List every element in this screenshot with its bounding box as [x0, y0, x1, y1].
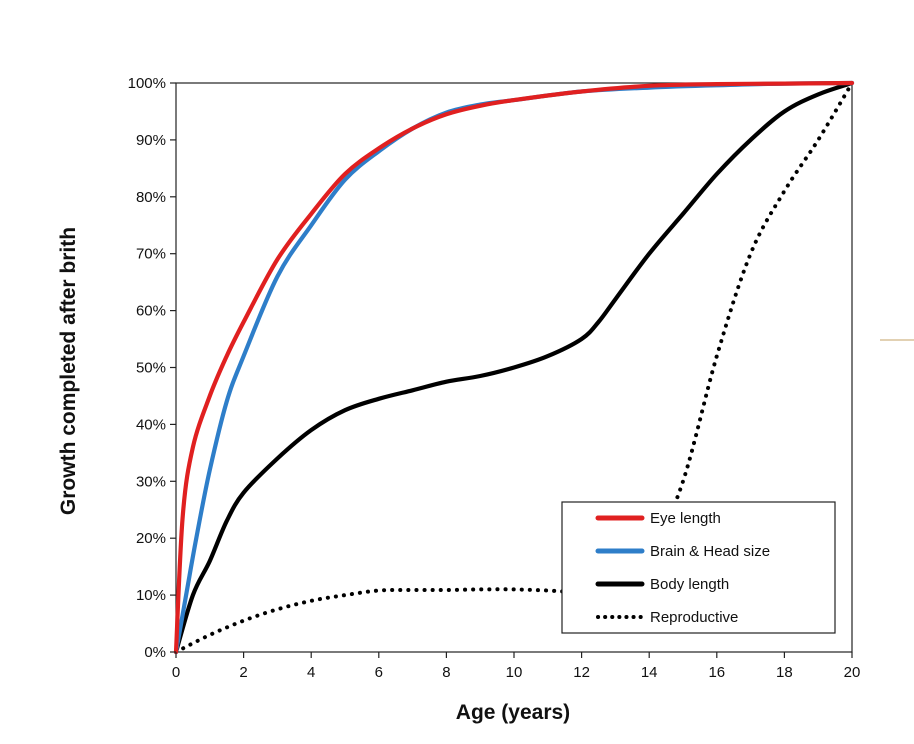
series-line-reproductive — [174, 81, 854, 654]
axes-layer: 0% 10% 20% 30% 40% 50% 60% 70% 80% 90% 100% 0 2 4 6 8 10… — [128, 75, 861, 681]
x-tick-label: 18 — [776, 664, 793, 681]
y-tick-label: 30% — [136, 473, 166, 490]
x-tick-label: 20 — [844, 664, 861, 681]
y-tick-label: 40% — [136, 416, 166, 433]
x-tick-label: 16 — [708, 664, 725, 681]
x-tick-label: 10 — [506, 664, 523, 681]
x-axis-title: Age (years) — [456, 701, 570, 724]
y-tick-label: 10% — [136, 587, 166, 604]
x-tick-label: 12 — [573, 664, 590, 681]
legend-box — [561, 501, 836, 634]
x-tick-label: 14 — [641, 664, 658, 681]
x-tick-label: 8 — [442, 664, 450, 681]
legend-label-reproductive: Reproductive — [650, 609, 738, 626]
legend-label-eye-length: Eye length — [650, 510, 721, 527]
legend-label-brain-head-size: Brain & Head size — [650, 543, 770, 560]
series-line-body-length — [173, 80, 855, 655]
y-tick-label: 50% — [136, 360, 166, 377]
x-tick-label: 4 — [307, 664, 315, 681]
x-tick-label: 6 — [375, 664, 383, 681]
y-axis-title: Growth completed after brith — [57, 227, 80, 515]
series-layer — [173, 80, 855, 655]
y-tick-label: 60% — [136, 303, 166, 320]
series-line-eye-length — [173, 80, 855, 655]
y-tick-label: 70% — [136, 246, 166, 263]
legend-label-body-length: Body length — [650, 576, 729, 593]
y-tick-label: 0% — [144, 644, 166, 661]
y-tick-label: 100% — [128, 75, 166, 92]
x-tick-label: 0 — [172, 664, 180, 681]
x-tick-label: 2 — [239, 664, 247, 681]
y-tick-label: 80% — [136, 189, 166, 206]
y-tick-label: 20% — [136, 530, 166, 547]
y-tick-label: 90% — [136, 132, 166, 149]
legend: Eye length Brain & Head size Body length Re… — [561, 501, 836, 634]
